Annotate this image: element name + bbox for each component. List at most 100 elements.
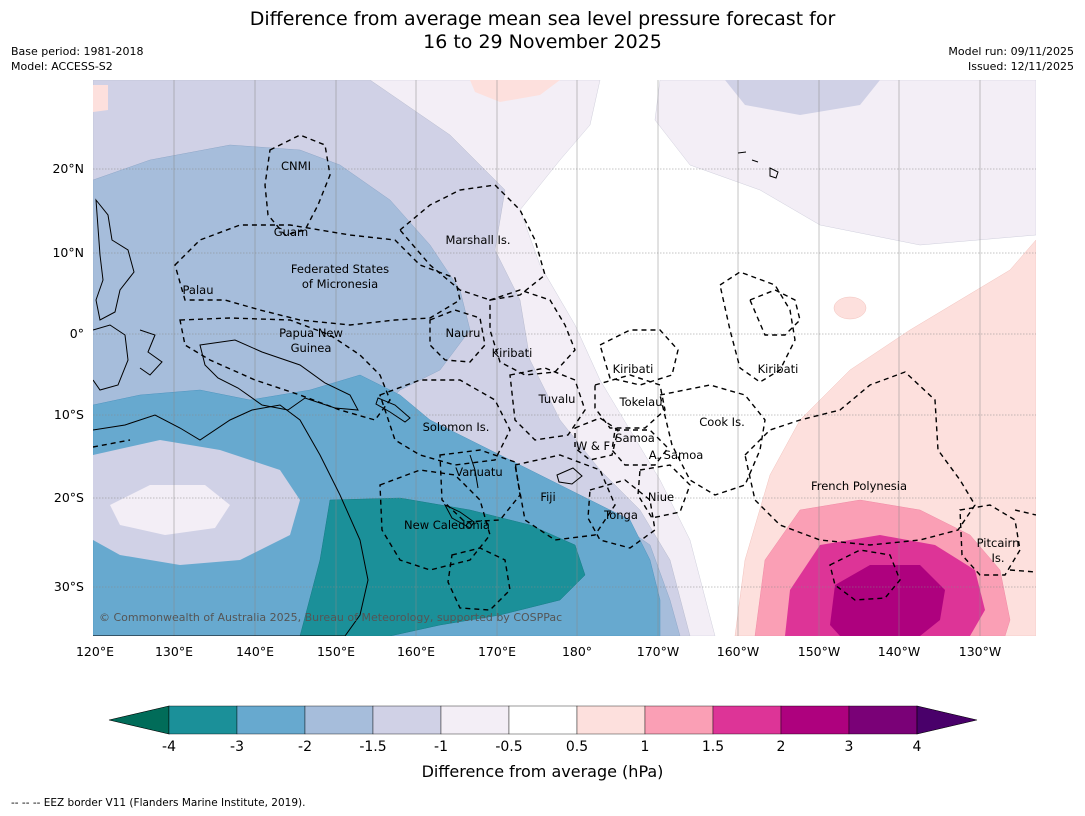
colorbar-tick-label: 3 [845, 739, 854, 755]
lon-label: 170°W [637, 644, 679, 659]
copyright-text: © Commonwealth of Australia 2025, Bureau… [99, 611, 562, 624]
coast-hawaii [737, 151, 779, 179]
contour-plus-top [470, 80, 560, 102]
region-label-kiribati-2: Kiribati [613, 362, 654, 376]
eez-marshall [399, 184, 546, 301]
colorbar-segment [848, 705, 918, 735]
colorbar-tick-label: -3 [230, 739, 244, 755]
eez-fp-south [829, 549, 901, 601]
meta-right: Model run: 09/11/2025 Issued: 12/11/2025 [948, 44, 1074, 74]
region-label-tuvalu: Tuvalu [538, 392, 576, 406]
colorbar-segment [576, 705, 646, 735]
lon-label: 160°E [397, 644, 435, 659]
meta-left: Base period: 1981-2018 Model: ACCESS-S2 [11, 44, 143, 74]
colorbar-under-arrow [108, 705, 170, 735]
eez-norfolk [447, 547, 511, 611]
colorbar-tick-label: 4 [913, 739, 922, 755]
region-label-marshall: Marshall Is. [445, 233, 510, 247]
eez-fsm [174, 224, 461, 326]
region-label-guam: Guam [274, 225, 308, 239]
region-label-png-1: Papua New [279, 326, 343, 340]
colorbar-segment [168, 705, 238, 735]
coast-solomon [375, 397, 411, 423]
base-period: Base period: 1981-2018 [11, 45, 144, 58]
colorbar-tick-label: 2 [777, 739, 786, 755]
colorbar-tick-label: -0.5 [495, 739, 522, 755]
colorbar-tick-label: 1 [641, 739, 650, 755]
eez-kiribati-line-n [749, 289, 801, 336]
eez-vanuatu [439, 449, 521, 523]
lat-label: 20°S [54, 490, 84, 505]
lon-label: 130°W [959, 644, 1001, 659]
eez-pitcairn [959, 504, 1021, 576]
colorbar-tick-label: -1.5 [359, 739, 386, 755]
contour-north-blue [725, 80, 880, 115]
eez-cnmi [264, 134, 331, 236]
coast-philippines [95, 198, 135, 321]
region-label-cnmi: CNMI [281, 159, 311, 173]
coast-australia [93, 404, 369, 636]
region-label-niue: Niue [648, 490, 674, 504]
eez-solomon [379, 379, 511, 466]
eez-footnote: -- -- -- EEZ border V11 (Flanders Marine… [11, 797, 306, 809]
eez-nauru [429, 309, 486, 363]
eez-kiribati-line [719, 271, 796, 383]
colorbar-tick-label: 0.5 [566, 739, 588, 755]
eez-se-tail [1009, 569, 1036, 573]
region-labels: CNMI Guam Marshall Is. Federated States … [183, 159, 1020, 565]
colorbar: -4 -3 -2 -1.5 -1 -0.5 0.5 1 1.5 2 3 4 [108, 705, 978, 755]
contour-aus-lightest [110, 485, 230, 535]
region-label-fiji: Fiji [540, 490, 555, 504]
lon-label: 170°E [478, 644, 516, 659]
graticule [93, 80, 1036, 636]
region-label-solomon: Solomon Is. [423, 420, 490, 434]
eez-niue [637, 464, 691, 519]
eez-fiji [514, 454, 616, 541]
lat-label: 10°S [54, 407, 84, 422]
region-label-w-and-f: W & F [576, 439, 610, 453]
lon-label: 140°E [236, 644, 274, 659]
contour-plus-2 [830, 565, 945, 636]
region-label-cook: Cook Is. [699, 415, 744, 429]
lon-label: 150°W [798, 644, 840, 659]
coast-vanuatu [469, 454, 479, 489]
region-label-vanuatu: Vanuatu [455, 465, 502, 479]
title-line-2: 16 to 29 November 2025 [423, 31, 662, 53]
anomaly-field [93, 80, 1036, 636]
eez-e-tail [1014, 509, 1036, 516]
issued-date: Issued: 12/11/2025 [967, 60, 1074, 73]
eez-tonga [587, 479, 656, 549]
latitude-labels: 20°N 10°N 0° 10°S 20°S 30°S [52, 161, 84, 594]
lon-label: 160°W [717, 644, 759, 659]
colorbar-tick-label: -1 [434, 739, 448, 755]
model-name: Model: ACCESS-S2 [11, 60, 113, 73]
map-title: Difference from average mean sea level p… [0, 8, 1085, 54]
colorbar-segment [712, 705, 782, 735]
region-label-pitcairn-1: Pitcairn [977, 536, 1020, 550]
colorbar-segment [508, 705, 578, 735]
colorbar-segment [372, 705, 442, 735]
coastlines [93, 151, 779, 636]
region-label-pitcairn-2: Is. [991, 551, 1004, 565]
coast-sulawesi [139, 329, 163, 376]
colorbar-segment [644, 705, 714, 735]
region-label-new-caledonia: New Caledonia [404, 518, 490, 532]
region-label-nauru: Nauru [446, 326, 481, 340]
region-label-kiribati-1: Kiribati [492, 346, 533, 360]
model-run: Model run: 09/11/2025 [948, 45, 1074, 58]
coast-new-caledonia [443, 503, 475, 529]
lat-label: 30°S [54, 579, 84, 594]
colorbar-segment [780, 705, 850, 735]
eez-png [179, 317, 391, 421]
lon-label: 130°E [155, 644, 193, 659]
colorbar-tick-label: -2 [298, 739, 312, 755]
region-label-fsm-1: Federated States [291, 262, 389, 276]
colorbar-tick-label: -4 [162, 739, 176, 755]
eez-french-polynesia [744, 371, 976, 546]
lat-label: 20°N [52, 161, 84, 176]
colorbar-over-arrow [916, 705, 978, 735]
eez-kiribati-gilbert [489, 289, 576, 376]
region-label-png-2: Guinea [291, 341, 332, 355]
lon-label: 120°E [76, 644, 114, 659]
